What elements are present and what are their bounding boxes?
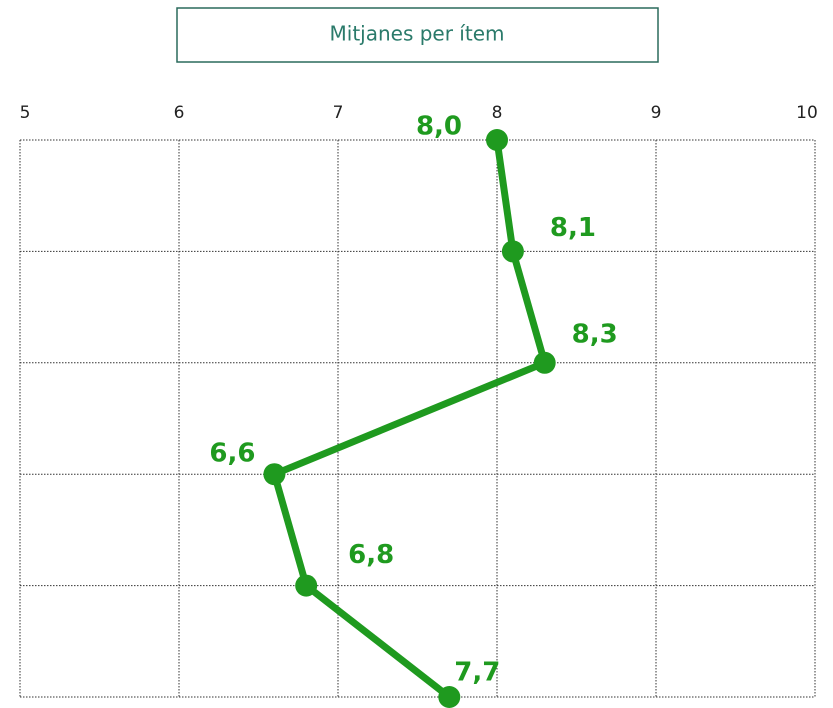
value-label: 6,6 [209, 439, 255, 469]
data-point [438, 686, 461, 708]
data-point [295, 574, 318, 597]
x-tick-label: 10 [796, 103, 818, 123]
x-tick-label: 7 [333, 103, 344, 123]
title-box [176, 7, 659, 63]
value-label: 8,3 [572, 319, 618, 349]
x-tick-label: 6 [174, 103, 185, 123]
data-point [263, 463, 286, 486]
data-point [533, 351, 556, 374]
value-label: 8,1 [550, 213, 596, 243]
chart-title: Mitjanes per ítem [330, 22, 505, 46]
x-tick-label: 9 [651, 103, 662, 123]
value-label: 7,7 [454, 658, 500, 688]
data-point [501, 240, 524, 263]
value-label: 6,8 [348, 540, 394, 570]
data-point [486, 129, 508, 151]
data-line [270, 139, 549, 700]
x-tick-label: 8 [492, 103, 503, 123]
value-label: 8,0 [416, 112, 462, 142]
x-tick-label: 5 [20, 103, 31, 123]
